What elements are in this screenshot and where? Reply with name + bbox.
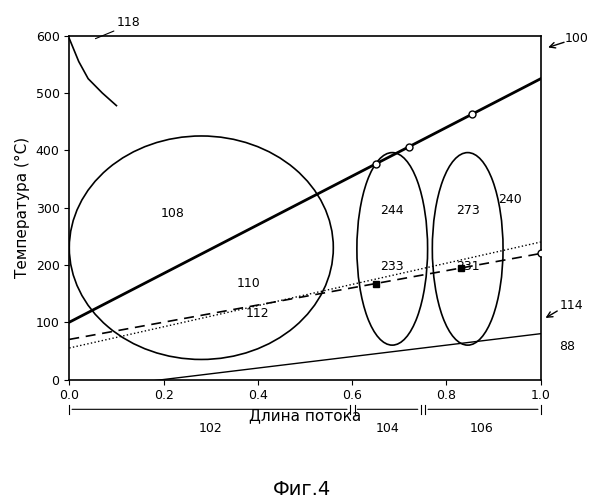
Text: 233: 233 <box>380 260 404 272</box>
Text: Фиг.4: Фиг.4 <box>273 480 330 499</box>
Text: 244: 244 <box>380 204 404 217</box>
Text: 110: 110 <box>236 276 260 289</box>
Text: 240: 240 <box>498 192 522 205</box>
Text: 118: 118 <box>116 16 140 29</box>
Text: 108: 108 <box>161 207 185 220</box>
Text: 102: 102 <box>199 422 223 435</box>
X-axis label: Длина потока: Длина потока <box>249 408 361 423</box>
Text: 114: 114 <box>560 298 583 312</box>
Text: 88: 88 <box>560 340 576 353</box>
Text: 106: 106 <box>470 422 494 435</box>
Text: 273: 273 <box>456 204 479 217</box>
Text: 112: 112 <box>246 307 270 320</box>
Y-axis label: Температура (°С): Температура (°С) <box>15 137 30 278</box>
Text: 231: 231 <box>456 260 479 272</box>
Text: 104: 104 <box>376 422 399 435</box>
Text: 100: 100 <box>564 32 588 45</box>
